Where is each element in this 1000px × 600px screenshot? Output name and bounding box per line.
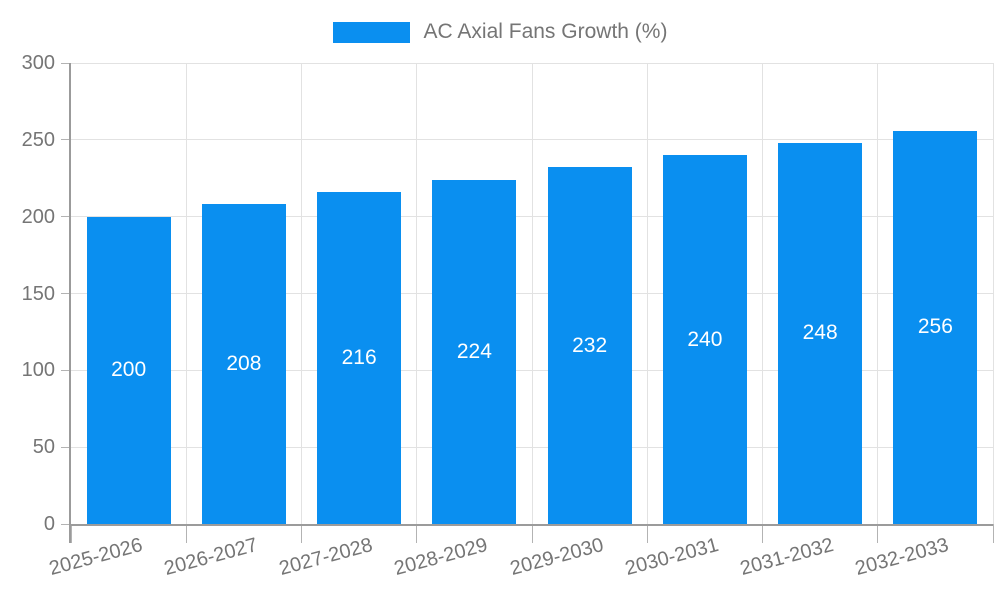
v-gridline [531, 63, 533, 524]
bar-2032-2033[interactable]: 256 [893, 130, 978, 524]
x-axis-tick [185, 524, 187, 543]
bar-value-label: 232 [572, 333, 608, 357]
v-gridline [185, 63, 187, 524]
bar-2026-2027[interactable]: 208 [201, 204, 286, 524]
bar-2025-2026[interactable]: 200 [86, 216, 171, 524]
y-axis-tick-label: 300 [21, 52, 55, 74]
x-axis-tick [301, 524, 302, 543]
y-axis-tick-label: 200 [21, 205, 55, 228]
y-axis-tick [61, 446, 71, 448]
y-axis-tick-label: 150 [21, 282, 55, 305]
y-axis-line [69, 63, 71, 543]
bar-value-label: 216 [341, 346, 377, 370]
y-axis-tick [61, 216, 71, 218]
bar-2029-2030[interactable]: 232 [547, 167, 632, 524]
y-axis-tick-label: 250 [21, 128, 55, 151]
bar-value-label: 248 [802, 321, 838, 345]
v-gridline [877, 63, 879, 524]
legend-color-swatch[interactable] [332, 21, 410, 43]
bar-value-label: 240 [687, 327, 723, 351]
bar-value-label: 224 [456, 339, 492, 363]
y-axis-tick [61, 62, 71, 64]
x-axis-line [69, 524, 993, 526]
x-axis-tick [646, 524, 648, 543]
y-axis-tick [61, 293, 71, 294]
legend-label[interactable]: AC Axial Fans Growth (%) [423, 20, 668, 43]
x-axis-tick [992, 524, 994, 543]
bar-value-label: 256 [917, 315, 953, 339]
y-axis-tick [61, 523, 71, 525]
x-axis-tick [416, 524, 418, 543]
v-gridline [992, 63, 994, 524]
x-axis-tick [531, 524, 533, 543]
v-gridline [301, 63, 302, 524]
x-axis-tick [877, 524, 879, 543]
y-axis-tick-label: 100 [21, 359, 55, 382]
bar-2031-2032[interactable]: 248 [778, 142, 863, 524]
bar-value-label: 200 [111, 358, 147, 382]
y-axis-tick [61, 369, 71, 371]
bar-2030-2031[interactable]: 240 [662, 155, 747, 524]
bar-2027-2028[interactable]: 216 [317, 192, 402, 524]
y-axis-tick-label: 0 [43, 513, 55, 535]
x-axis-tick [762, 524, 763, 543]
y-axis-tick [61, 139, 71, 141]
y-axis-tick-label: 50 [32, 436, 55, 459]
v-gridline [762, 63, 763, 524]
bar-2028-2029[interactable]: 224 [432, 179, 517, 524]
v-gridline [416, 63, 418, 524]
x-axis-tick [70, 524, 72, 543]
bar-value-label: 208 [226, 352, 262, 376]
chart-legend[interactable]: AC Axial Fans Growth (%) [0, 20, 1000, 44]
v-gridline [646, 63, 648, 524]
